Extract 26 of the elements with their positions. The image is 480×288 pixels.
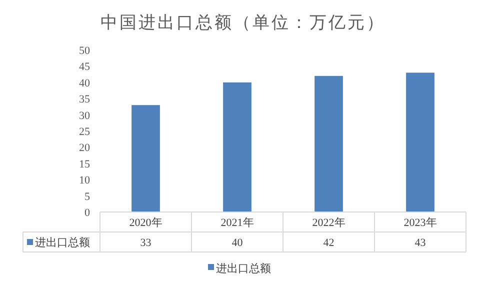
x-tick-label: 2022年: [312, 217, 346, 229]
bar: [314, 76, 343, 212]
y-tick-label: 20: [79, 142, 90, 154]
x-tick-label: 2020年: [129, 217, 162, 229]
y-tick-label: 25: [79, 126, 90, 138]
text: 进出口总额: [216, 263, 271, 275]
y-tick-label: 5: [84, 190, 90, 203]
bar: [406, 72, 434, 212]
y-tick-label: 40: [79, 77, 90, 90]
data-label: 43: [414, 237, 426, 249]
y-tick-label: 15: [79, 158, 90, 170]
bar: [132, 105, 160, 212]
chart-title: 中国进出口总额（单位：万亿元）: [100, 13, 386, 32]
data-label: 42: [323, 237, 334, 249]
y-tick-label: 10: [79, 174, 90, 187]
y-tick-label: 50: [79, 45, 90, 57]
legend-label: 进出口总额: [35, 236, 90, 249]
data-label: 40: [232, 237, 244, 249]
x-tick-label: 2021年: [220, 217, 254, 229]
y-tick-label: 30: [79, 110, 90, 122]
y-tick-label: 0: [84, 207, 90, 219]
y-tick-label: 35: [79, 94, 90, 106]
bar: [223, 82, 252, 212]
y-tick-label: 45: [79, 61, 90, 74]
x-tick-label: 2023年: [404, 217, 437, 229]
data-label: 33: [140, 237, 152, 249]
